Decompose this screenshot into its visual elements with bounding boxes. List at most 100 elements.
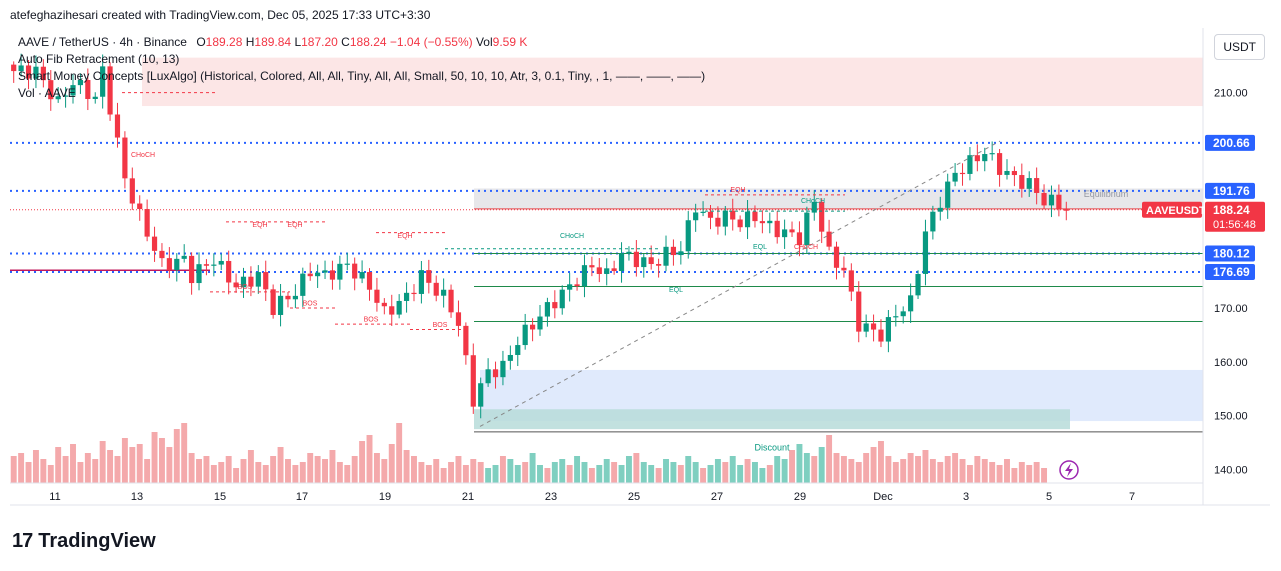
volume-bar xyxy=(381,459,388,483)
chart-attribution: atefeghazihesari created with TradingVie… xyxy=(10,8,431,22)
svg-text:188.24: 188.24 xyxy=(1213,203,1250,217)
time-tick-label: Dec xyxy=(873,491,893,503)
volume-bar xyxy=(522,462,529,483)
candle-body xyxy=(685,220,691,252)
zone-equilibrium xyxy=(474,188,1203,210)
candle-body xyxy=(129,178,135,204)
volume-bar xyxy=(655,468,662,483)
volume-bar xyxy=(625,456,632,483)
candle-body xyxy=(1041,192,1047,206)
volume-bar xyxy=(729,456,736,483)
volume-bar xyxy=(848,459,855,483)
candle-body xyxy=(959,172,966,175)
volume-bar xyxy=(544,468,551,483)
bos-label: BOS xyxy=(433,322,448,329)
volume-bar xyxy=(225,456,232,483)
candle-body xyxy=(426,270,432,283)
volume-bar xyxy=(77,462,84,483)
volume-bar xyxy=(255,462,262,483)
candle-body xyxy=(270,289,276,315)
candle-body xyxy=(144,209,150,237)
candle-body xyxy=(25,65,32,79)
volume-bar xyxy=(892,462,899,483)
candle-body xyxy=(848,270,854,292)
candle-body xyxy=(329,270,336,280)
legend-indicator-fib[interactable]: Auto Fib Retracement (10, 13) xyxy=(18,52,180,66)
candle-body xyxy=(930,211,936,232)
candle-body xyxy=(648,257,654,265)
time-tick-label: 29 xyxy=(794,491,806,503)
logo-mark: 17 xyxy=(12,530,33,552)
volume-bar xyxy=(833,453,840,483)
volume-bar xyxy=(485,468,492,483)
tradingview-logo[interactable]: 17 TradingView xyxy=(12,530,156,553)
volume-bar xyxy=(507,459,514,483)
volume-bar xyxy=(840,456,847,483)
volume-bar xyxy=(418,462,425,483)
candle-body xyxy=(122,137,128,179)
volume-bar xyxy=(84,453,91,483)
zone-discount-teal xyxy=(474,409,1070,430)
volume-bar xyxy=(551,462,558,483)
volume-bar xyxy=(714,459,721,483)
candle-body xyxy=(55,96,61,100)
candle-body xyxy=(315,272,321,277)
candle-body xyxy=(114,114,121,138)
candle-body xyxy=(18,65,24,72)
eqh-label: EQH xyxy=(287,222,302,229)
volume-bar xyxy=(403,450,410,483)
volume-bar xyxy=(499,456,506,483)
candle-body xyxy=(226,260,232,283)
volume-bar xyxy=(774,456,781,483)
candle-body xyxy=(507,354,513,361)
candle-body xyxy=(544,302,551,317)
volume-bar xyxy=(618,465,625,483)
candle-body xyxy=(359,272,365,279)
volume-bar xyxy=(181,423,188,483)
legend-symbol[interactable]: AAVE / TetherUS · 4h · Binance xyxy=(18,35,187,49)
lightning-icon[interactable] xyxy=(1059,460,1079,480)
candle-body xyxy=(396,300,402,315)
price-tick-label: 170.00 xyxy=(1214,303,1248,315)
volume-bar xyxy=(781,459,788,483)
legend-low-label: L xyxy=(294,35,302,49)
volume-bar xyxy=(25,462,32,483)
candle-body xyxy=(722,210,728,227)
volume-bar xyxy=(537,465,543,483)
legend-indicator-smc[interactable]: Smart Money Concepts [LuxAlgo] (Historic… xyxy=(18,69,706,83)
currency-button[interactable]: USDT xyxy=(1214,34,1265,60)
volume-bar xyxy=(18,453,25,483)
volume-bar xyxy=(855,462,862,483)
candle-body xyxy=(181,255,187,259)
candle-body xyxy=(537,316,543,330)
candle-body xyxy=(804,212,810,246)
volume-bar xyxy=(285,459,291,483)
candle-body xyxy=(856,291,862,332)
legend-indicator-vol[interactable]: Vol · AAVE xyxy=(18,86,76,100)
volume-bar xyxy=(396,423,403,483)
legend-vol-value: 9.59 K xyxy=(492,35,528,49)
volume-bar xyxy=(351,456,358,483)
volume-bar xyxy=(663,459,669,483)
volume-bar xyxy=(700,468,707,483)
volume-bar xyxy=(107,450,114,483)
volume-bar xyxy=(944,456,951,483)
candle-body xyxy=(418,270,424,294)
choch-label: CHoCH xyxy=(560,233,584,240)
candle-body xyxy=(552,302,558,309)
candle-body xyxy=(1011,170,1017,176)
volume-bar xyxy=(937,462,944,483)
candle-body xyxy=(277,295,284,315)
candle-body xyxy=(715,217,721,227)
candle-body xyxy=(255,272,261,287)
candle-body xyxy=(626,251,632,254)
candle-body xyxy=(11,64,17,72)
legend-close-label: C xyxy=(341,35,350,49)
time-tick-label: 7 xyxy=(1129,491,1135,503)
volume-bar xyxy=(766,465,773,483)
volume-bar xyxy=(188,453,195,483)
candle-body xyxy=(581,265,588,287)
candle-body xyxy=(448,289,454,313)
volume-bar xyxy=(952,453,959,483)
